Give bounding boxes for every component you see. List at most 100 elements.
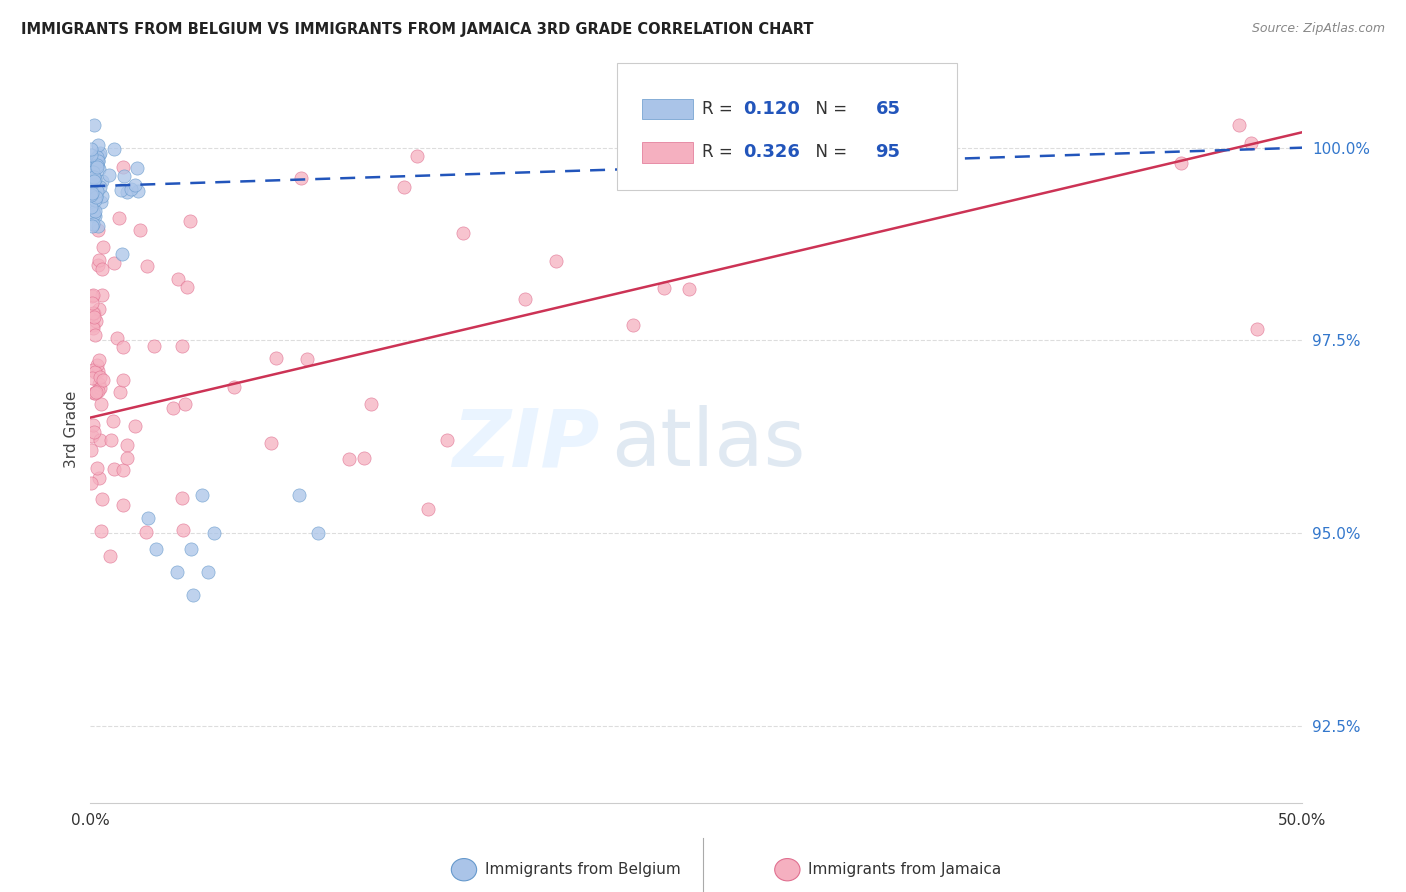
Point	[264, 351, 287, 365]
Point	[111, 499, 134, 513]
Point	[181, 588, 204, 602]
Point	[678, 283, 700, 297]
Y-axis label: 3rd Grade: 3rd Grade	[65, 391, 79, 468]
Point	[82, 217, 104, 231]
Text: 95: 95	[876, 144, 901, 161]
Point	[145, 541, 167, 556]
Point	[82, 363, 104, 377]
Point	[82, 321, 104, 335]
Point	[706, 118, 728, 132]
Point	[82, 203, 104, 218]
Point	[84, 190, 107, 204]
Point	[83, 193, 105, 207]
Point	[172, 523, 194, 537]
Point	[1246, 322, 1268, 336]
Point	[82, 318, 104, 333]
Point	[80, 148, 103, 162]
Point	[80, 201, 103, 215]
Point	[86, 461, 108, 475]
Point	[1170, 156, 1192, 170]
Point	[86, 184, 108, 198]
Point	[416, 502, 439, 516]
Point	[87, 148, 110, 162]
Point	[180, 541, 202, 556]
Point	[82, 429, 104, 443]
Point	[82, 159, 104, 173]
Point	[86, 160, 108, 174]
Point	[197, 565, 219, 579]
Point	[89, 146, 111, 161]
Point	[115, 451, 138, 466]
Point	[90, 491, 112, 506]
Point	[167, 272, 190, 286]
Point	[98, 168, 121, 182]
Text: Immigrants from Jamaica: Immigrants from Jamaica	[808, 863, 1001, 877]
Point	[108, 384, 131, 399]
Point	[84, 153, 107, 167]
Text: N =: N =	[806, 100, 852, 118]
Point	[295, 352, 318, 367]
Point	[89, 370, 111, 384]
Point	[83, 174, 105, 188]
Text: 0.120: 0.120	[744, 100, 800, 118]
Point	[360, 397, 382, 411]
Text: 65: 65	[876, 100, 901, 118]
Point	[82, 306, 104, 320]
Point	[110, 183, 132, 197]
Point	[87, 301, 110, 316]
Point	[90, 397, 112, 411]
Point	[179, 214, 201, 228]
Point	[117, 438, 139, 452]
Point	[288, 488, 311, 502]
Point	[80, 476, 103, 491]
Point	[86, 384, 108, 399]
Point	[82, 418, 104, 433]
Point	[91, 189, 114, 203]
Point	[112, 463, 135, 477]
Point	[135, 525, 157, 540]
Point	[290, 170, 312, 185]
Point	[91, 240, 114, 254]
Point	[124, 419, 146, 434]
Point	[84, 171, 107, 186]
Point	[83, 157, 105, 171]
Point	[111, 160, 134, 174]
Point	[103, 414, 125, 428]
Point	[80, 219, 103, 234]
Point	[80, 187, 103, 202]
Point	[82, 186, 104, 200]
Point	[202, 526, 225, 541]
Point	[89, 377, 111, 392]
Point	[125, 161, 148, 175]
Point	[86, 150, 108, 164]
Point	[80, 443, 103, 458]
Point	[86, 358, 108, 372]
Point	[652, 281, 675, 295]
Point	[626, 152, 648, 166]
Point	[84, 385, 107, 400]
Point	[136, 511, 159, 525]
FancyBboxPatch shape	[641, 98, 693, 120]
Point	[166, 565, 188, 579]
Point	[176, 280, 198, 294]
Text: Immigrants from Belgium: Immigrants from Belgium	[485, 863, 681, 877]
Point	[82, 165, 104, 179]
Point	[100, 433, 122, 447]
Point	[87, 223, 110, 237]
Point	[87, 137, 110, 152]
Point	[80, 178, 103, 193]
Text: R =: R =	[703, 144, 738, 161]
Point	[86, 154, 108, 169]
Point	[143, 339, 166, 353]
Point	[90, 262, 112, 277]
Point	[90, 174, 112, 188]
Point	[80, 185, 103, 199]
Point	[353, 451, 375, 466]
Point	[87, 252, 110, 267]
Point	[82, 169, 104, 184]
Point	[83, 207, 105, 221]
Point	[513, 292, 536, 306]
Point	[80, 289, 103, 303]
Point	[111, 247, 134, 261]
Point	[621, 318, 644, 333]
